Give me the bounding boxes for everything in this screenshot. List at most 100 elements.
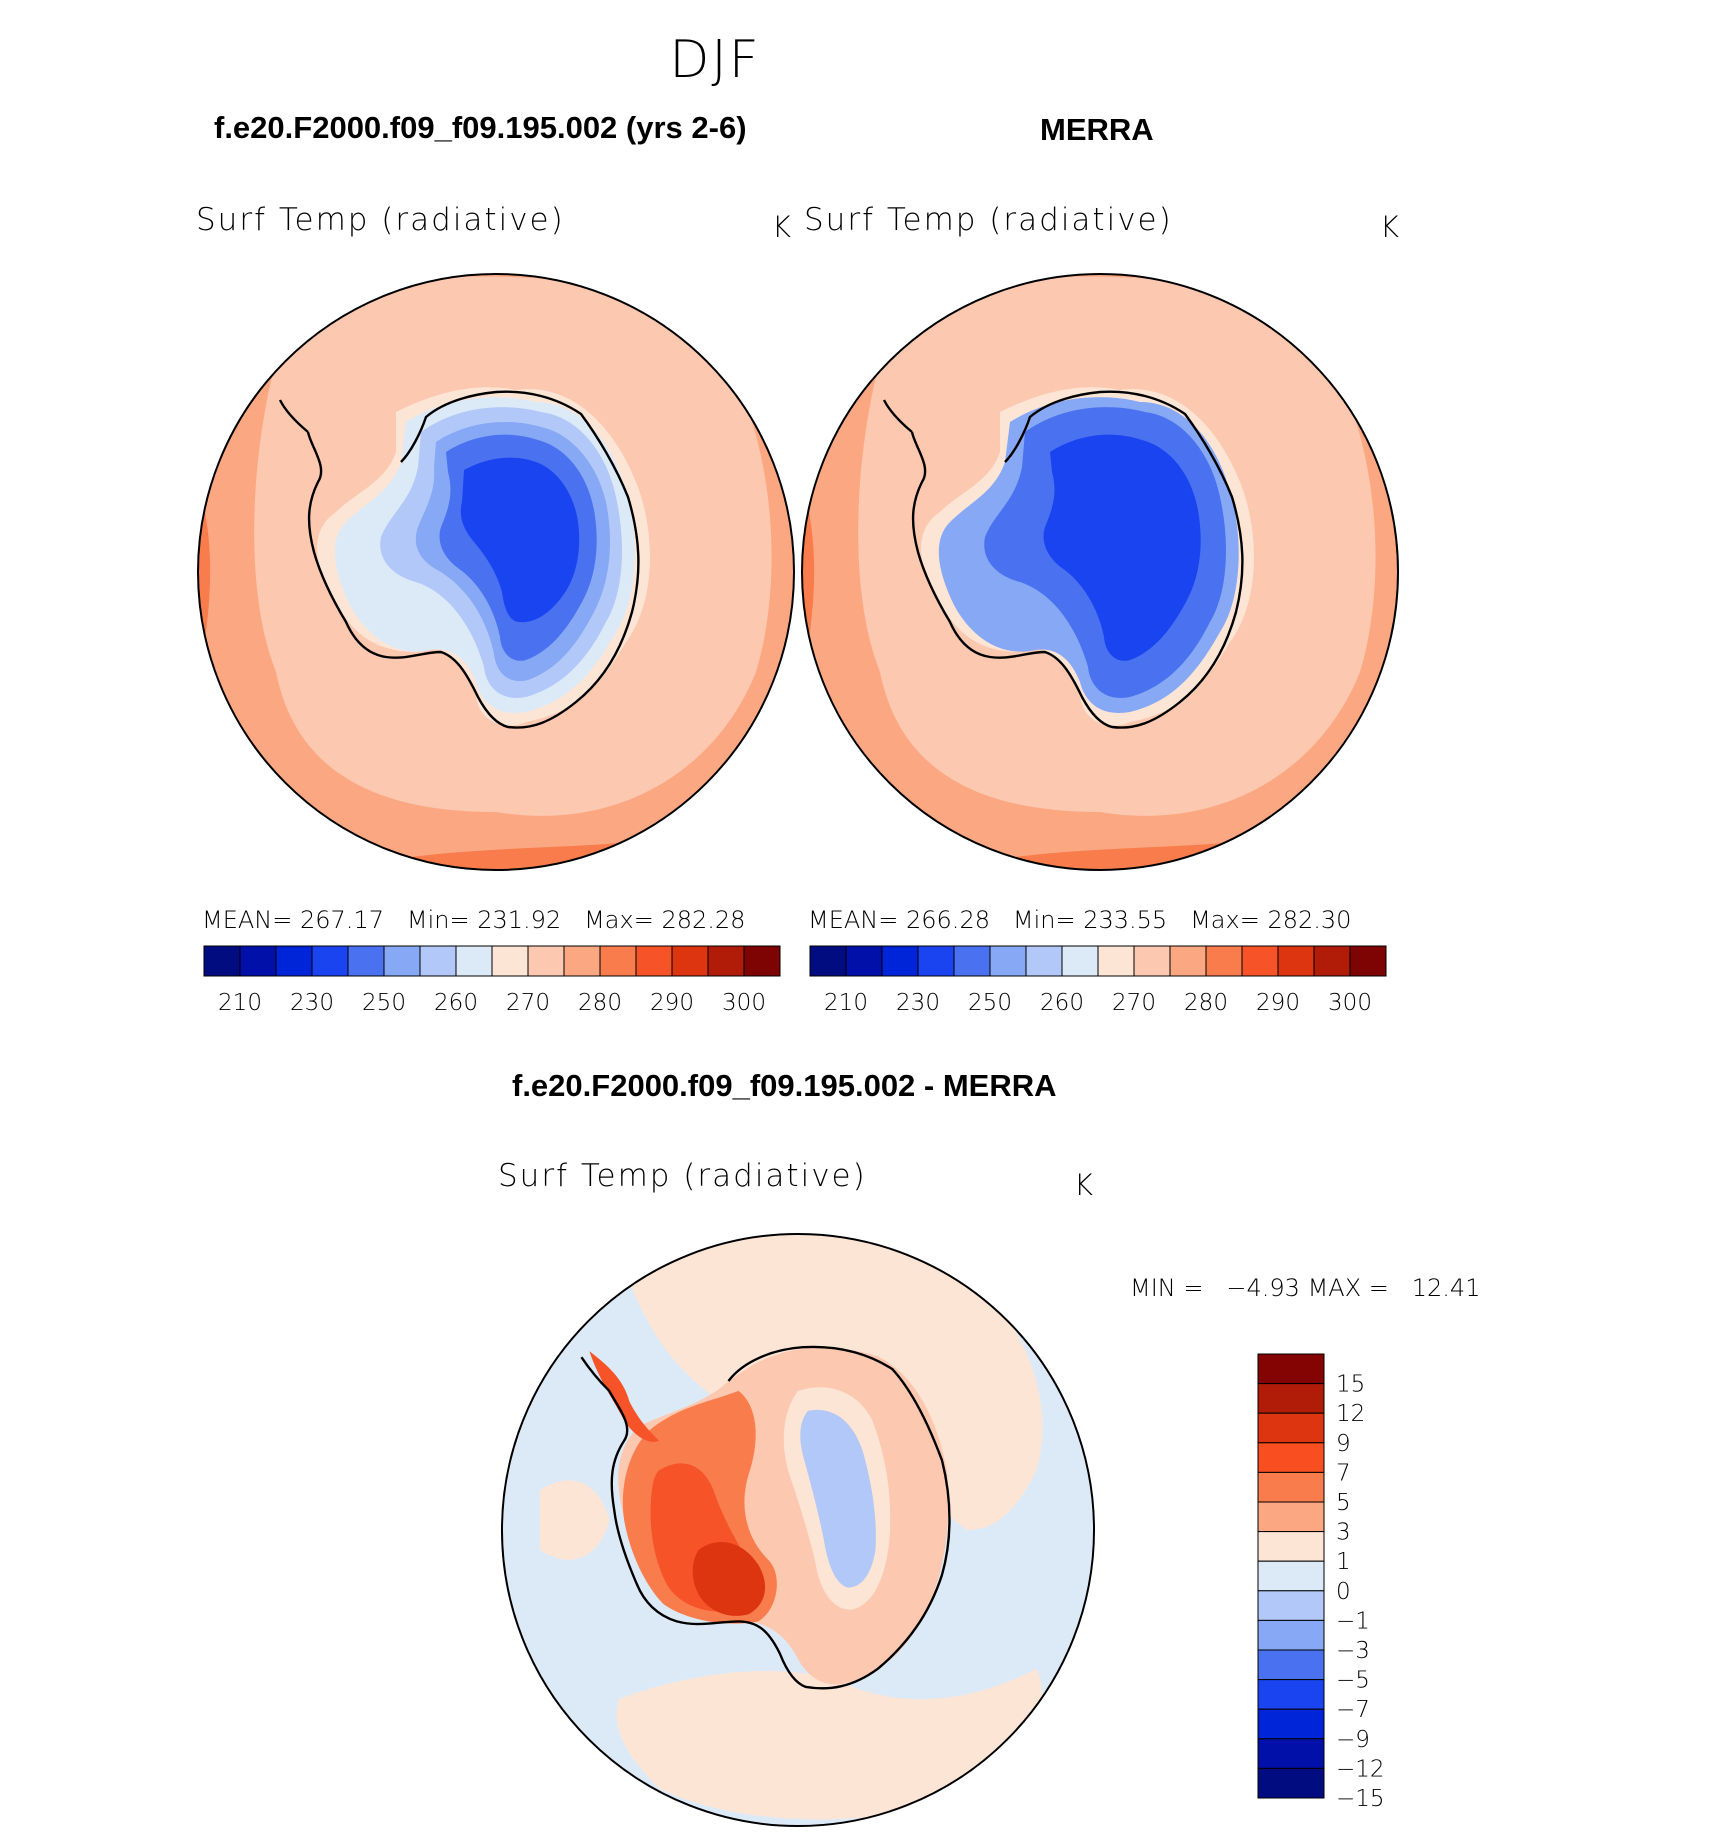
- colorbar-swatch: [1257, 1531, 1325, 1562]
- colorbar-tick-label: 280: [578, 990, 622, 1016]
- colorbar-tick-label: 0: [1336, 1579, 1351, 1605]
- ice-deep: [1043, 434, 1201, 661]
- colorbar-tick-label: 12: [1336, 1401, 1365, 1427]
- diff-title: f.e20.F2000.f09_f09.195.002 - MERRA: [512, 1068, 1057, 1103]
- colorbar-swatch: [383, 945, 421, 977]
- colorbar-swatch: [599, 945, 637, 977]
- colorbar-tick-label: 260: [1040, 990, 1084, 1016]
- colorbar-tick-label: −12: [1336, 1756, 1385, 1782]
- colorbar-tick-label: 210: [218, 990, 262, 1016]
- colorbar-tick-label: 270: [1112, 990, 1156, 1016]
- colorbar-swatch: [527, 945, 565, 977]
- merra-colorbar: 210 230 250 260 270 280 290 300: [809, 945, 1387, 1016]
- colorbar-swatch: [1257, 1679, 1325, 1710]
- colorbar-swatch: [635, 945, 673, 977]
- panel1-variable: Surf Temp (radiative): [196, 202, 565, 238]
- diff-colorbar: 15 12 9 7 5 3 1 0 −1 −3 −5 −7 −9 −12 −15: [1257, 1353, 1385, 1812]
- colorbar-swatch: [1257, 1649, 1325, 1681]
- colorbar-tick-label: 290: [1256, 990, 1300, 1016]
- colorbar-swatch: [881, 945, 919, 977]
- colorbar-swatch: [1257, 1471, 1325, 1503]
- colorbar-tick-label: −5: [1336, 1668, 1370, 1694]
- mean-value: 267.17: [300, 906, 384, 934]
- colorbar-tick-label: 270: [506, 990, 550, 1016]
- colorbar-swatch: [491, 945, 529, 977]
- ice-deep: [460, 457, 580, 623]
- colorbar-tick-label: 7: [1336, 1460, 1351, 1486]
- panel2-stats: MEAN= 266.28 Min= 233.55 Max= 282.30: [808, 906, 1351, 934]
- diff-variable: Surf Temp (radiative): [498, 1158, 867, 1194]
- colorbar-swatch: [1061, 945, 1099, 977]
- colorbar-swatch: [1257, 1619, 1325, 1651]
- colorbar-swatch: [1257, 1353, 1325, 1385]
- colorbar-tick-label: 15: [1336, 1372, 1365, 1398]
- colorbar-tick-label: 300: [722, 990, 766, 1016]
- diff-land-cool: [800, 1409, 876, 1588]
- colorbar-tick-label: 3: [1336, 1520, 1351, 1546]
- season-title: DJF: [669, 30, 761, 90]
- max-label: MAX =: [1307, 1274, 1389, 1302]
- colorbar-swatch: [563, 945, 601, 977]
- colorbar-tick-label: 230: [896, 990, 940, 1016]
- colorbar-swatch: [1169, 945, 1207, 977]
- panel1-title: f.e20.F2000.f09_f09.195.002 (yrs 2-6): [214, 110, 747, 145]
- antarctica-coastline: [882, 390, 1244, 729]
- diff-warm-west: [539, 1480, 610, 1560]
- colorbar-swatch: [1257, 1767, 1325, 1799]
- mean-label: MEAN=: [202, 906, 293, 934]
- diff-land-hottest: [692, 1541, 766, 1616]
- colorbar-swatch: [1277, 945, 1315, 977]
- colorbar-swatch: [1257, 1442, 1325, 1473]
- colorbar-swatch: [1257, 1501, 1325, 1533]
- colorbar-tick-label: −3: [1336, 1638, 1370, 1664]
- model-colorbar: 210 230 250 260 270 280 290 300: [203, 945, 781, 1016]
- colorbar-swatch: [1241, 945, 1279, 977]
- colorbar-tick-label: −7: [1336, 1697, 1370, 1723]
- difference-map: [500, 1232, 1096, 1828]
- max-label: Max=: [1190, 906, 1260, 934]
- min-value: 231.92: [477, 906, 562, 934]
- colorbar-swatch: [917, 945, 955, 977]
- antarctica-coastline: [278, 390, 640, 729]
- colorbar-tick-label: 300: [1328, 990, 1372, 1016]
- colorbar-swatch: [311, 945, 349, 977]
- colorbar-tick-label: 280: [1184, 990, 1228, 1016]
- model-map: [197, 273, 795, 871]
- colorbar-swatch: [1133, 945, 1171, 977]
- colorbar-swatch: [1257, 1708, 1325, 1740]
- colorbar-tick-label: 290: [650, 990, 694, 1016]
- colorbar-swatch: [1257, 1560, 1325, 1592]
- diff-peninsula-hot: [589, 1351, 659, 1442]
- min-value: −4.93: [1226, 1274, 1300, 1302]
- colorbar-tick-label: 260: [434, 990, 478, 1016]
- colorbar-tick-label: −9: [1336, 1727, 1370, 1753]
- panel1-stats: MEAN= 267.17 Min= 231.92 Max= 282.28: [202, 906, 745, 934]
- min-label: Min=: [406, 906, 470, 934]
- map-boundary: [500, 1232, 1096, 1828]
- panel1-units: K: [772, 210, 794, 244]
- colorbar-swatch: [743, 945, 781, 977]
- colorbar-tick-label: 210: [824, 990, 868, 1016]
- colorbar-swatch: [671, 945, 709, 977]
- colorbar-swatch: [275, 945, 313, 977]
- colorbar-swatch: [203, 945, 241, 977]
- min-value: 233.55: [1083, 906, 1168, 934]
- colorbar-swatch: [1349, 945, 1387, 977]
- mean-label: MEAN=: [808, 906, 899, 934]
- colorbar-tick-label: 250: [968, 990, 1012, 1016]
- diff-stats: MIN = −4.93 MAX = 12.41: [1130, 1274, 1480, 1302]
- colorbar-tick-label: 5: [1336, 1490, 1351, 1516]
- colorbar-tick-label: 230: [290, 990, 334, 1016]
- colorbar-swatch: [845, 945, 883, 977]
- colorbar-tick-label: 1: [1336, 1549, 1351, 1575]
- colorbar-swatch: [989, 945, 1027, 977]
- merra-map: [801, 273, 1399, 871]
- panel2-variable: Surf Temp (radiative): [804, 202, 1173, 238]
- max-label: Max=: [584, 906, 654, 934]
- min-label: MIN =: [1130, 1274, 1204, 1302]
- antarctica-coastline: [580, 1345, 951, 1690]
- colorbar-swatch: [1205, 945, 1243, 977]
- colorbar-swatch: [809, 945, 847, 977]
- colorbar-tick-label: 9: [1336, 1431, 1351, 1457]
- colorbar-swatch: [953, 945, 991, 977]
